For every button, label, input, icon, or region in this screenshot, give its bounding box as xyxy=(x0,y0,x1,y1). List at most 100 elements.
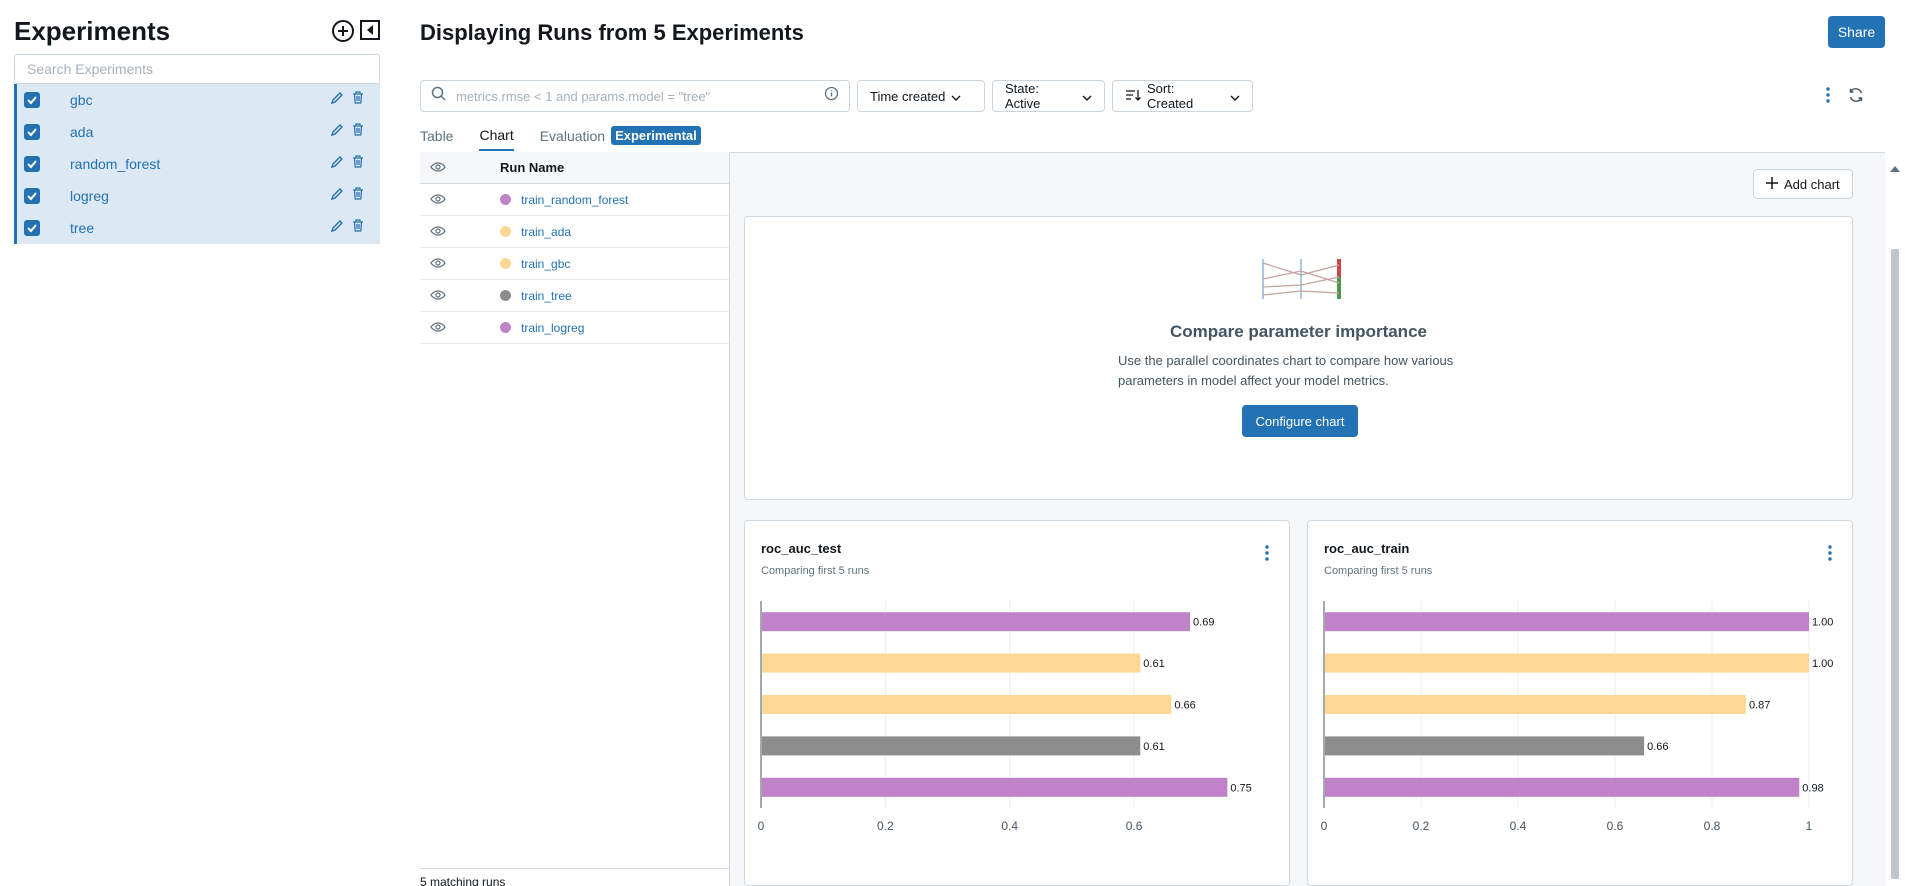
search-experiments-input[interactable] xyxy=(14,54,380,84)
x-tick-label: 0.6 xyxy=(1607,819,1624,833)
experiment-name[interactable]: gbc xyxy=(70,92,330,108)
chart-title: roc_auc_train xyxy=(1324,541,1409,556)
bar-train_ada[interactable] xyxy=(762,654,1140,673)
run-color-dot[interactable] xyxy=(500,322,511,333)
x-tick-label: 0 xyxy=(758,819,765,833)
edit-icon[interactable] xyxy=(330,155,344,174)
experiment-name[interactable]: logreg xyxy=(70,188,330,204)
checkbox-checked[interactable] xyxy=(24,92,40,108)
x-tick-label: 0.4 xyxy=(1510,819,1527,833)
eye-icon[interactable] xyxy=(420,255,500,273)
experiment-item[interactable]: random_forest xyxy=(17,148,380,180)
run-name-header[interactable]: Run Name xyxy=(500,160,564,175)
run-name-link[interactable]: train_gbc xyxy=(521,257,570,271)
table-row[interactable]: train_gbc xyxy=(420,248,729,280)
tab-evaluation[interactable]: Evaluation xyxy=(540,128,605,150)
trash-icon[interactable] xyxy=(352,91,364,109)
eye-icon[interactable] xyxy=(420,191,500,209)
tab-chart[interactable]: Chart xyxy=(479,127,513,151)
experiment-item[interactable]: logreg xyxy=(17,180,380,212)
eye-icon[interactable] xyxy=(420,319,500,337)
add-chart-button[interactable]: Add chart xyxy=(1753,169,1853,199)
sort-dropdown[interactable]: Sort: Created xyxy=(1112,80,1253,112)
run-color-dot[interactable] xyxy=(500,226,511,237)
scrollbar-thumb[interactable] xyxy=(1891,249,1899,879)
x-tick-label: 0.2 xyxy=(1413,819,1430,833)
runs-table: Run Name train_random_forest train_ada t… xyxy=(420,152,730,886)
bar-value-label: 1.00 xyxy=(1812,658,1833,670)
run-color-dot[interactable] xyxy=(500,194,511,205)
table-row[interactable]: train_tree xyxy=(420,280,729,312)
experiment-item[interactable]: gbc xyxy=(17,84,380,116)
checkbox-checked[interactable] xyxy=(24,124,40,140)
experiment-item[interactable]: tree xyxy=(17,212,380,244)
experiment-name[interactable]: tree xyxy=(70,220,330,236)
bar-train_random_forest[interactable] xyxy=(762,612,1190,631)
bar-train_tree[interactable] xyxy=(762,736,1140,755)
edit-icon[interactable] xyxy=(330,187,344,206)
bar-train_gbc[interactable] xyxy=(762,695,1171,714)
run-name-link[interactable]: train_random_forest xyxy=(521,193,628,207)
trash-icon[interactable] xyxy=(352,219,364,237)
edit-icon[interactable] xyxy=(330,219,344,238)
bar-train_gbc[interactable] xyxy=(1325,695,1746,714)
edit-icon[interactable] xyxy=(330,123,344,142)
bar-value-label: 0.61 xyxy=(1143,658,1164,670)
edit-icon[interactable] xyxy=(330,91,344,110)
trash-icon[interactable] xyxy=(352,123,364,141)
eye-icon[interactable] xyxy=(420,159,500,177)
checkbox-checked[interactable] xyxy=(24,156,40,172)
info-icon[interactable] xyxy=(824,86,839,106)
time-created-dropdown[interactable]: Time created xyxy=(857,80,985,112)
bar-value-label: 0.61 xyxy=(1143,741,1164,753)
scroll-up-icon[interactable] xyxy=(1890,159,1900,177)
chart-subtitle: Comparing first 5 runs xyxy=(1324,565,1432,577)
run-name-link[interactable]: train_tree xyxy=(521,289,572,303)
time-created-label: Time created xyxy=(870,89,945,104)
page-title: Displaying Runs from 5 Experiments xyxy=(420,20,804,46)
parallel-coordinates-card: Compare parameter importance Use the par… xyxy=(744,216,1853,500)
bar-train_tree[interactable] xyxy=(1325,736,1644,755)
experiments-sidebar: Experiments gbc ada random_for xyxy=(0,0,390,886)
bar-chart-card-roc-auc-train: roc_auc_train Comparing first 5 runs 0 0.… xyxy=(1307,520,1853,886)
eye-icon[interactable] xyxy=(420,287,500,305)
checkbox-checked[interactable] xyxy=(24,188,40,204)
configure-chart-button[interactable]: Configure chart xyxy=(1242,405,1358,437)
bar-train_logreg[interactable] xyxy=(762,778,1227,797)
bar-train_logreg[interactable] xyxy=(1325,778,1799,797)
run-name-link[interactable]: train_logreg xyxy=(521,321,584,335)
chart-menu-icon[interactable] xyxy=(1828,545,1832,566)
collapse-sidebar-icon[interactable] xyxy=(359,19,381,43)
run-color-dot[interactable] xyxy=(500,290,511,301)
bar-chart-card-roc-auc-test: roc_auc_test Comparing first 5 runs 0 0.2… xyxy=(744,520,1290,886)
scrollbar[interactable] xyxy=(1885,153,1905,886)
bar-train_ada[interactable] xyxy=(1325,654,1809,673)
filter-search[interactable] xyxy=(420,80,850,112)
filter-input[interactable] xyxy=(456,89,824,104)
bar-train_random_forest[interactable] xyxy=(1325,612,1809,631)
kebab-menu-icon[interactable] xyxy=(1826,87,1830,108)
run-color-dot[interactable] xyxy=(500,258,511,269)
table-row[interactable]: train_ada xyxy=(420,216,729,248)
sidebar-title: Experiments xyxy=(14,16,170,47)
eye-icon[interactable] xyxy=(420,223,500,241)
add-experiment-icon[interactable] xyxy=(331,19,355,43)
table-row[interactable]: train_logreg xyxy=(420,312,729,344)
main-panel: Displaying Runs from 5 Experiments Share… xyxy=(420,0,1905,886)
run-name-link[interactable]: train_ada xyxy=(521,225,571,239)
tab-table[interactable]: Table xyxy=(420,128,453,150)
share-button[interactable]: Share xyxy=(1828,16,1885,48)
experiment-item[interactable]: ada xyxy=(17,116,380,148)
refresh-icon[interactable] xyxy=(1848,87,1864,108)
state-label: State: Active xyxy=(1005,81,1076,111)
trash-icon[interactable] xyxy=(352,187,364,205)
state-dropdown[interactable]: State: Active xyxy=(992,80,1105,112)
checkbox-checked[interactable] xyxy=(24,220,40,236)
table-row[interactable]: train_random_forest xyxy=(420,184,729,216)
experiment-name[interactable]: random_forest xyxy=(70,156,330,172)
trash-icon[interactable] xyxy=(352,155,364,173)
chart-menu-icon[interactable] xyxy=(1265,545,1269,566)
experiment-name[interactable]: ada xyxy=(70,124,330,140)
x-tick-label: 0.8 xyxy=(1704,819,1721,833)
bar-value-label: 1.00 xyxy=(1812,617,1833,629)
